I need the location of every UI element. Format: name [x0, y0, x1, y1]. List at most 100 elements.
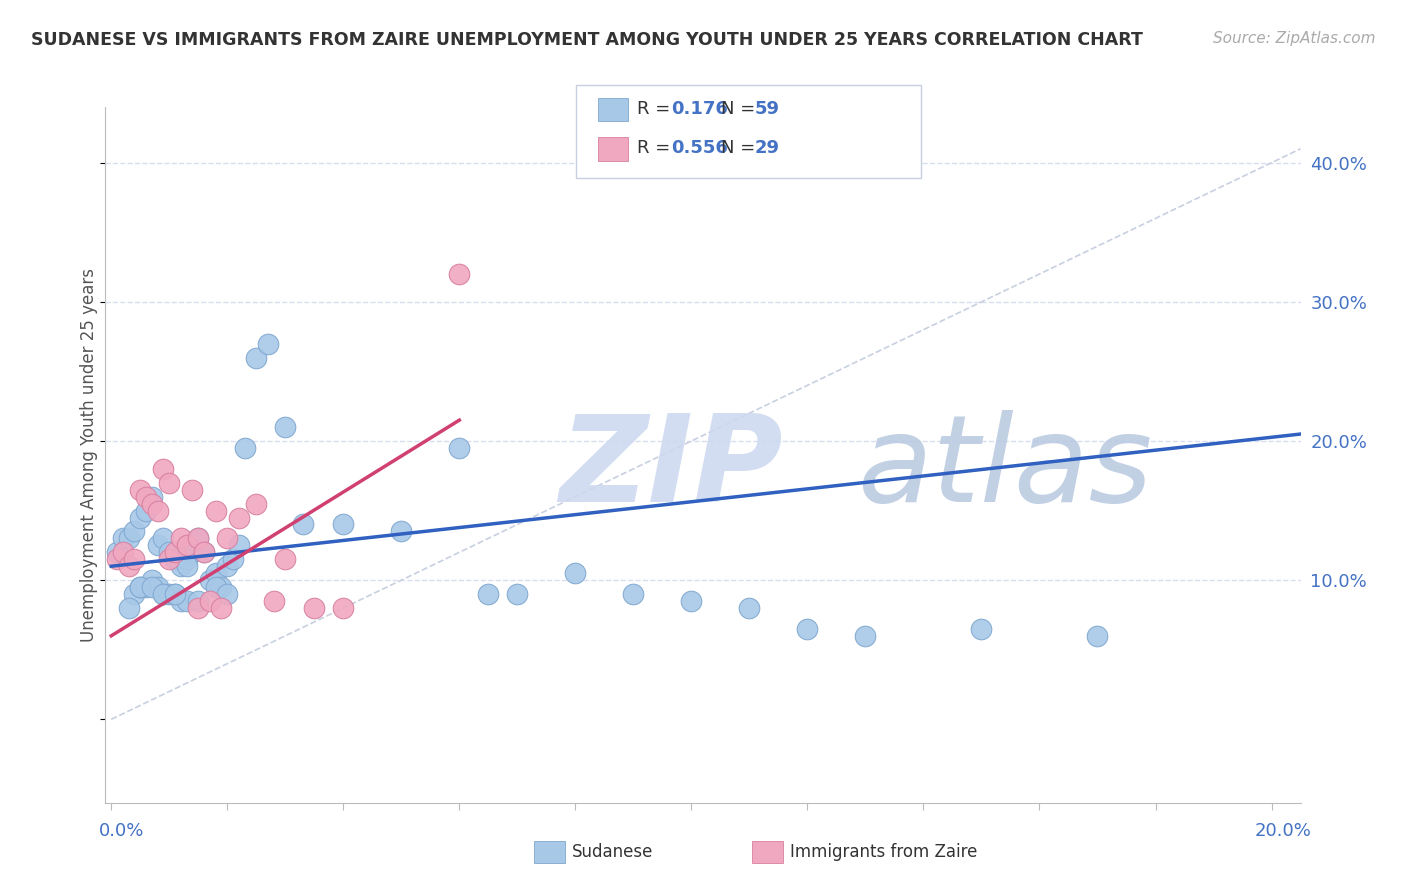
Point [796, 622, 818, 636]
Point [681, 594, 703, 608]
Point [477, 587, 499, 601]
Point [135, 490, 157, 504]
Point [332, 601, 354, 615]
Point [274, 420, 297, 434]
Point [187, 532, 209, 546]
Point [304, 601, 326, 615]
Point [124, 524, 146, 539]
Text: atlas: atlas [858, 410, 1154, 527]
Point [105, 545, 128, 559]
Point [118, 559, 141, 574]
Point [245, 497, 267, 511]
Point [291, 517, 314, 532]
Text: Source: ZipAtlas.com: Source: ZipAtlas.com [1212, 31, 1375, 46]
Point [181, 545, 204, 559]
Point [970, 622, 993, 636]
Point [141, 497, 163, 511]
Point [506, 587, 529, 601]
Point [152, 532, 174, 546]
Point [855, 629, 877, 643]
Point [204, 503, 226, 517]
Point [181, 483, 204, 497]
Point [187, 594, 209, 608]
Point [198, 594, 221, 608]
Point [170, 532, 193, 546]
Point [176, 559, 198, 574]
Point [129, 580, 152, 594]
Point [165, 552, 187, 566]
Point [157, 552, 180, 566]
Point [193, 545, 215, 559]
Point [118, 532, 141, 546]
Text: 0.0%: 0.0% [98, 822, 143, 840]
Point [157, 475, 180, 490]
Point [228, 510, 250, 524]
Point [170, 594, 193, 608]
Point [193, 545, 215, 559]
Point [146, 538, 169, 552]
Point [129, 510, 152, 524]
Text: Immigrants from Zaire: Immigrants from Zaire [790, 843, 977, 861]
Point [111, 545, 134, 559]
Point [141, 490, 163, 504]
Point [187, 601, 209, 615]
Text: N =: N = [721, 139, 761, 157]
Point [257, 336, 280, 351]
Point [176, 538, 198, 552]
Text: SUDANESE VS IMMIGRANTS FROM ZAIRE UNEMPLOYMENT AMONG YOUTH UNDER 25 YEARS CORREL: SUDANESE VS IMMIGRANTS FROM ZAIRE UNEMPL… [31, 31, 1143, 49]
Point [141, 580, 163, 594]
Point [233, 441, 256, 455]
Point [157, 545, 180, 559]
Point [146, 580, 169, 594]
Point [564, 566, 586, 581]
Point [157, 587, 180, 601]
Point [217, 532, 239, 546]
Point [105, 552, 128, 566]
Point [187, 532, 209, 546]
Point [217, 559, 239, 574]
Point [135, 503, 157, 517]
Point [152, 462, 174, 476]
Point [217, 587, 239, 601]
Text: 29: 29 [755, 139, 780, 157]
Text: 20.0%: 20.0% [1256, 822, 1312, 840]
Text: 59: 59 [755, 100, 780, 118]
Text: R =: R = [637, 100, 676, 118]
Point [118, 601, 141, 615]
Point [135, 580, 157, 594]
Point [198, 573, 221, 587]
Point [176, 552, 198, 566]
Point [332, 517, 354, 532]
Point [738, 601, 761, 615]
Point [146, 503, 169, 517]
Point [111, 532, 134, 546]
Point [204, 566, 226, 581]
Point [141, 573, 163, 587]
Point [204, 580, 226, 594]
Point [129, 483, 152, 497]
Point [449, 441, 471, 455]
Point [228, 538, 250, 552]
Point [129, 580, 152, 594]
Point [1087, 629, 1109, 643]
Point [170, 559, 193, 574]
Point [389, 524, 412, 539]
Point [165, 587, 187, 601]
Point [274, 552, 297, 566]
Point [152, 587, 174, 601]
Text: 0.556: 0.556 [671, 139, 727, 157]
Point [152, 587, 174, 601]
Point [176, 594, 198, 608]
Text: 0.176: 0.176 [671, 100, 727, 118]
Point [449, 267, 471, 281]
Text: R =: R = [637, 139, 676, 157]
Point [222, 552, 245, 566]
Point [165, 587, 187, 601]
Point [245, 351, 267, 365]
Point [211, 601, 233, 615]
Text: Sudanese: Sudanese [572, 843, 654, 861]
Point [124, 552, 146, 566]
Point [621, 587, 644, 601]
Point [124, 587, 146, 601]
Point [165, 545, 187, 559]
